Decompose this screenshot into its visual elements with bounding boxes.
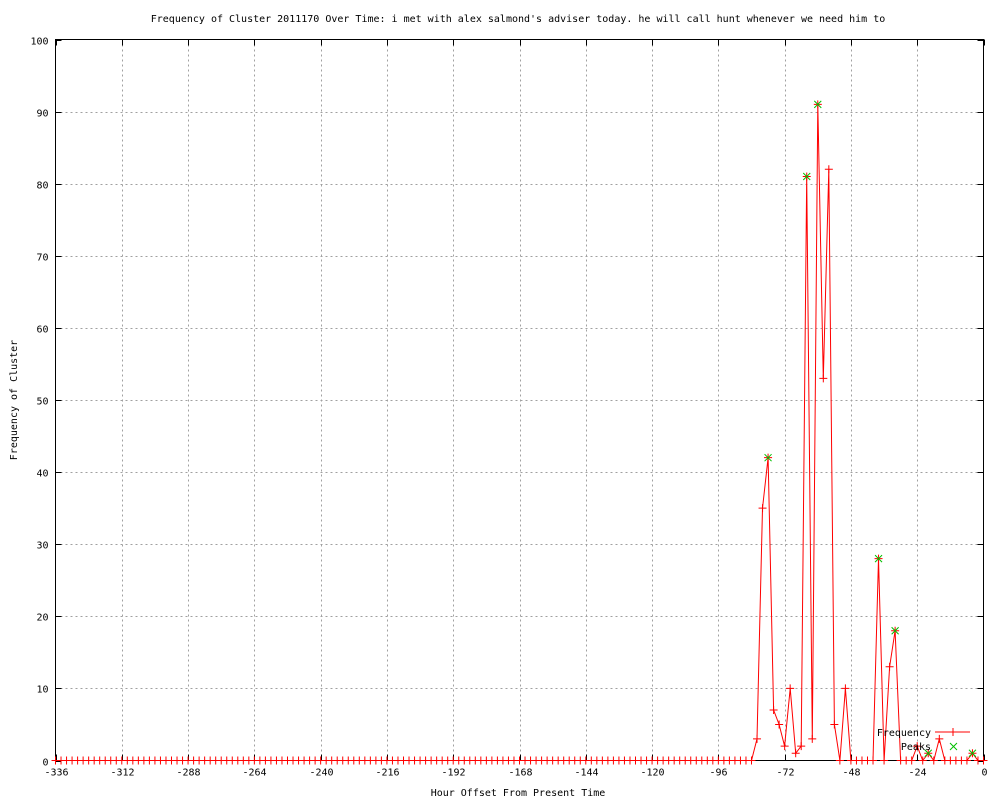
- peak-point: [968, 749, 977, 758]
- frequency-point: [841, 684, 850, 693]
- frequency-point: [880, 756, 889, 765]
- y-tick-label: 70: [36, 253, 48, 264]
- frequency-point: [797, 742, 806, 751]
- frequency-point: [819, 374, 828, 383]
- x-tick-label: -216: [375, 768, 399, 779]
- legend-peaks-marker: [949, 742, 958, 751]
- peak-point: [764, 453, 772, 462]
- frequency-point: [758, 504, 767, 513]
- legend: Frequency Peaks: [877, 728, 970, 753]
- y-tick-label: 40: [36, 469, 48, 480]
- x-tick-label: -72: [776, 768, 794, 779]
- x-tick-label: -24: [908, 768, 926, 779]
- frequency-point: [962, 756, 971, 765]
- x-tick-label: 0: [981, 768, 987, 779]
- frequency-point: [929, 756, 938, 765]
- frequency-point: [824, 165, 833, 174]
- frequency-point: [907, 756, 916, 765]
- frequency-point: [775, 720, 784, 729]
- frequency-point: [747, 756, 756, 765]
- y-tick-label: 20: [36, 613, 48, 624]
- frequency-point: [830, 720, 839, 729]
- frequency-point: [769, 706, 778, 715]
- x-tick-label: -264: [242, 768, 266, 779]
- peak-point: [874, 554, 883, 563]
- frequency-line: [55, 104, 984, 762]
- frequency-point: [791, 749, 800, 758]
- legend-frequency-marker: [949, 728, 957, 736]
- x-tick-label: -144: [574, 768, 598, 779]
- x-tick-label: -48: [842, 768, 860, 779]
- axis-ticks: -336 -312 -288 -264 -240 -216 -192 -168 -144 -120…: [30, 37, 987, 779]
- frequency-point: [918, 756, 927, 765]
- frequency-point: [979, 756, 988, 765]
- x-tick-label: -288: [176, 768, 200, 779]
- y-tick-label: 90: [36, 109, 48, 120]
- y-axis-label: Frequency of Cluster: [9, 340, 20, 460]
- frequency-point: [913, 742, 922, 751]
- series-layer: [51, 100, 988, 765]
- frequency-point: [786, 684, 795, 693]
- x-tick-label: -96: [709, 768, 727, 779]
- x-tick-label: -168: [508, 768, 532, 779]
- peak-point: [813, 100, 822, 109]
- legend-peaks-label: Peaks: [901, 742, 931, 753]
- x-tick-label: -240: [309, 768, 333, 779]
- chart-title: Frequency of Cluster 2011170 Over Time: …: [151, 14, 886, 25]
- frequency-point: [869, 756, 878, 765]
- grid-lines: [55, 39, 984, 761]
- y-tick-label: 60: [36, 325, 48, 336]
- y-tick-label: 10: [36, 685, 48, 696]
- frequency-point: [753, 734, 762, 743]
- frequency-point: [935, 734, 944, 743]
- peak-point: [924, 749, 933, 758]
- x-tick-label: -192: [441, 768, 465, 779]
- y-tick-label: 0: [42, 758, 48, 769]
- x-tick-label: -312: [110, 768, 134, 779]
- peak-point: [891, 626, 899, 635]
- frequency-point: [808, 734, 817, 743]
- x-tick-label: -120: [640, 768, 664, 779]
- y-tick-label: 50: [36, 397, 48, 408]
- x-tick-label: -336: [44, 768, 68, 779]
- frequency-point: [780, 742, 789, 751]
- frequency-point: [835, 756, 844, 765]
- y-tick-label: 80: [36, 181, 48, 192]
- legend-frequency-label: Frequency: [877, 728, 931, 739]
- y-tick-label: 100: [30, 37, 48, 48]
- x-axis-label: Hour Offset From Present Time: [431, 788, 606, 799]
- frequency-point: [885, 662, 894, 671]
- peak-point: [802, 172, 811, 181]
- plot-border: [55, 39, 984, 761]
- y-tick-label: 30: [36, 541, 48, 552]
